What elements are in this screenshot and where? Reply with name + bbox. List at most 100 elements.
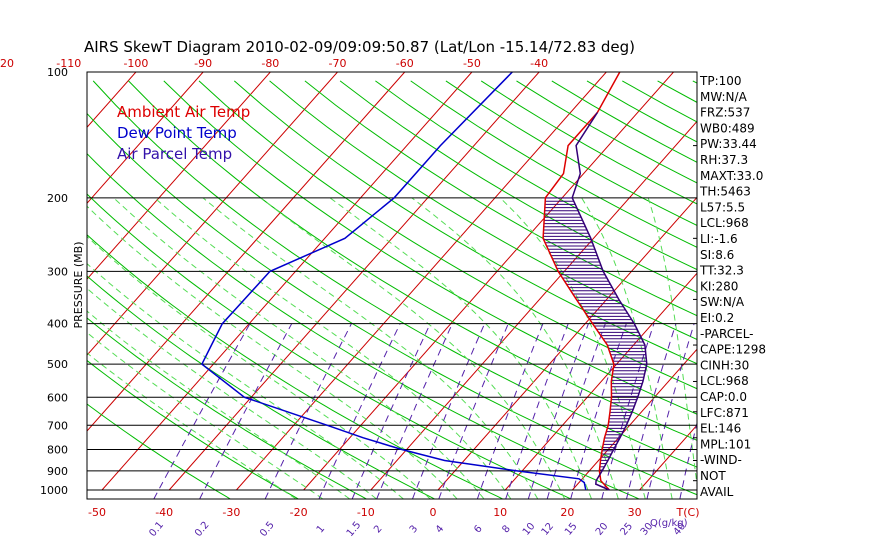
index-entry: MW:N/A [700,90,748,104]
index-entry: AVAIL [700,485,734,499]
mixing-ratio-line [438,323,509,499]
dry-adiabat-line [87,112,697,496]
index-entry: NOT [700,469,726,483]
moist-adiabat-line [87,310,350,499]
legend-dewpoint: Dew Point Temp [117,124,237,142]
index-entry: EI:0.2 [700,311,734,325]
mixing-ratio-line [153,323,251,499]
mixing-ratio-label: 12 [540,521,557,538]
dry-adiabat-line [834,81,870,499]
index-entry: L57:5.5 [700,200,745,214]
parcel-temp-line [571,112,648,491]
pressure-tick-label: 700 [47,419,68,432]
isotherm-line [0,72,2,490]
mixing-ratio-label: 20 [594,521,611,538]
moist-adiabat-line [329,197,592,499]
moist-adiabat-line [87,331,323,499]
moist-adiabat-line [113,197,485,499]
dry-adiabat-line [87,152,640,499]
top-temp-tick-label: -110 [56,57,81,70]
isotherm-line [87,72,271,280]
plot-frame [86,71,698,500]
legend: Ambient Air Temp Dew Point Temp Air Parc… [117,103,250,163]
mixing-ratio-label: 8 [500,523,513,535]
index-entry: TH:5463 [699,185,751,199]
top-temp-tick-label: -50 [463,57,481,70]
top-temp-tick-label: -90 [194,57,212,70]
top-temp-tick-label: -40 [530,57,548,70]
top-temp-tick-label: -100 [123,57,148,70]
isotherm-line [303,72,674,491]
mixing-ratio-label: 25 [618,521,635,538]
pressure-tick-label: 900 [47,465,68,478]
index-entry: TP:100 [699,74,742,88]
bottom-temp-tick-label: 30 [628,506,642,519]
mixing-ratio-label: 4 [434,523,447,535]
index-entry: -WIND- [700,453,742,467]
index-entry: RH:37.3 [700,153,748,167]
index-entry: MAXT:33.0 [700,169,763,183]
pressure-tick-label: 600 [47,391,68,404]
pressure-tick-label: 200 [47,192,68,205]
isotherm-line [639,424,697,491]
isotherm-line [504,272,697,491]
mixing-ratio-label: 2 [372,523,385,535]
index-entry: KI:280 [700,279,738,293]
y-axis-label: PRESSURE (MB) [72,242,85,329]
mixing-ratio-label: 3 [408,523,421,535]
isotherm-line [774,72,870,490]
sounding-series [200,72,648,491]
index-entry: LFC:871 [700,406,749,420]
mixing-ratio-label: 0.5 [258,520,277,539]
dry-adiabat-line [657,80,697,103]
legend-ambient: Ambient Air Temp [117,103,250,121]
bottom-temp-tick-label: -20 [290,506,308,519]
mixing-ratio-line [264,323,352,499]
dry-adiabat-line [163,80,697,415]
moist-adiabat-line [411,197,619,499]
dry-adiabat-line [799,81,870,499]
index-entry: SW:N/A [700,295,745,309]
mixing-ratio-line [199,323,293,499]
mixing-ratio-label: 1.5 [345,520,364,539]
dry-adiabat-line [128,80,697,441]
index-entry: MPL:101 [700,437,751,451]
dry-adiabat-line [339,80,697,293]
moist-adiabat-line [87,205,458,499]
top-temp-tick-label: -70 [329,57,347,70]
moist-adiabat-line [581,197,673,499]
isotherm-line [168,72,540,491]
axes [86,71,698,500]
moist-adiabat-line [87,235,431,499]
index-entry: CAPE:1298 [700,343,766,357]
mixing-ratio-line [318,323,401,499]
mixing-ratio-line [570,323,627,499]
index-entry: LI:-1.6 [700,232,738,246]
moist-adiabat-line [647,197,697,488]
index-entry: SI:8.6 [700,248,734,262]
ambient-temp-line [542,72,621,491]
index-entry: LCL:968 [700,216,749,230]
dry-adiabat-line [445,80,697,226]
dry-adiabat-line [87,359,299,499]
dry-adiabat-line [198,80,697,390]
moist-adiabat-line [154,197,512,499]
index-entry: LCL:968 [700,374,749,388]
dry-adiabat-line [87,275,435,499]
bottom-temp-tick-label: -30 [222,506,240,519]
mixing-ratio-line [626,323,677,499]
pressure-tick-label: 100 [47,66,68,79]
isotherm-line [370,120,697,491]
bottom-temp-tick-label: -50 [88,506,106,519]
pressure-tick-label: 800 [47,443,68,456]
mixing-ratio-line [351,323,431,499]
isotherm-line [87,72,406,432]
mixing-ratio-line [376,323,453,499]
index-entry: PW:33.44 [700,137,757,151]
moist-adiabat-line [87,352,297,499]
mixing-ratio-line [412,323,486,499]
mixing-ratio-label: 10 [521,521,538,538]
bottom-temp-tick-label: 0 [430,506,437,519]
mixing-ratio-label: 0.1 [147,520,166,539]
